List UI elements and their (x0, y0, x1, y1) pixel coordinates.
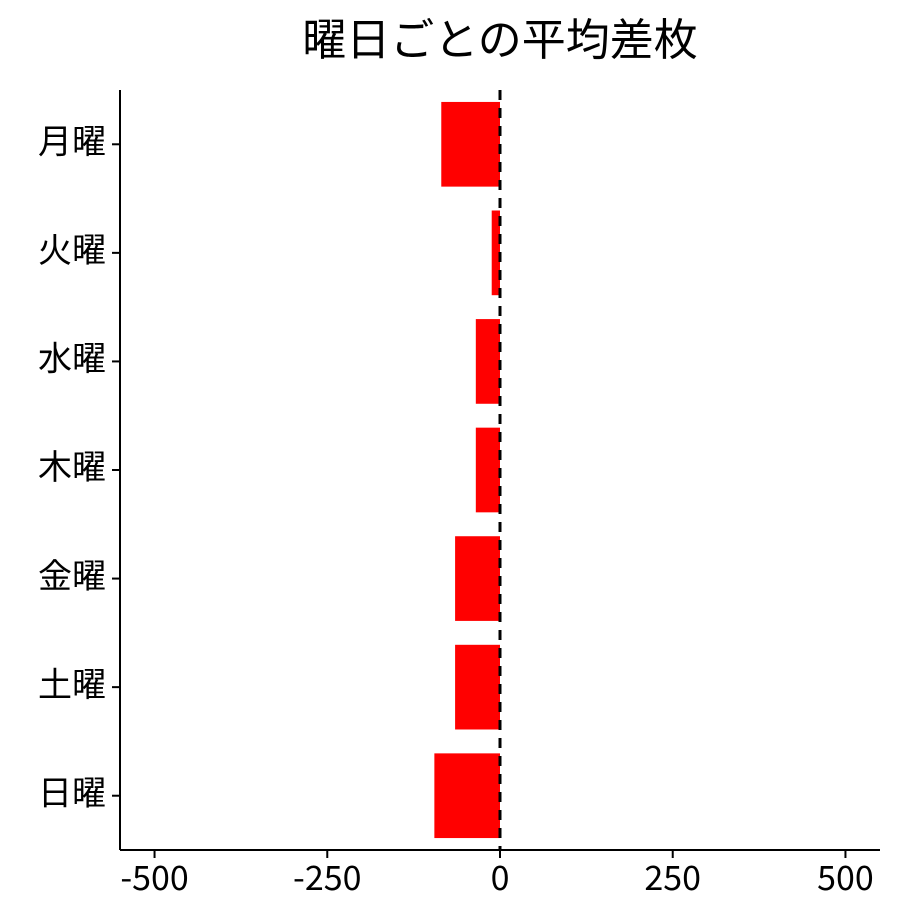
y-tick-label: 月曜 (38, 115, 106, 164)
bar-月曜 (441, 102, 500, 187)
chart-title: 曜日ごとの平均差枚 (302, 4, 698, 68)
bar-金曜 (455, 536, 500, 621)
bar-土曜 (455, 645, 500, 730)
x-tick-label: -500 (120, 851, 188, 900)
x-tick-label: 0 (491, 851, 510, 900)
bar-日曜 (434, 753, 500, 838)
y-tick-label: 日曜 (38, 766, 106, 815)
y-tick-label: 金曜 (38, 549, 106, 598)
y-tick-label: 土曜 (38, 657, 106, 706)
chart-container: 曜日ごとの平均差枚月曜火曜水曜木曜金曜土曜日曜 -500 -250 0 250 500 (0, 0, 900, 900)
x-tick-label: -250 (293, 851, 361, 900)
bar-木曜 (476, 428, 500, 513)
y-tick-label: 火曜 (38, 223, 106, 272)
y-tick-label: 水曜 (38, 332, 106, 381)
chart-svg: 曜日ごとの平均差枚月曜火曜水曜木曜金曜土曜日曜 -500 -250 0 250 500 (0, 0, 900, 900)
x-tick-label: 250 (644, 851, 701, 900)
bar-水曜 (476, 319, 500, 404)
y-tick-label: 木曜 (38, 440, 106, 489)
x-tick-label: 500 (817, 851, 874, 900)
